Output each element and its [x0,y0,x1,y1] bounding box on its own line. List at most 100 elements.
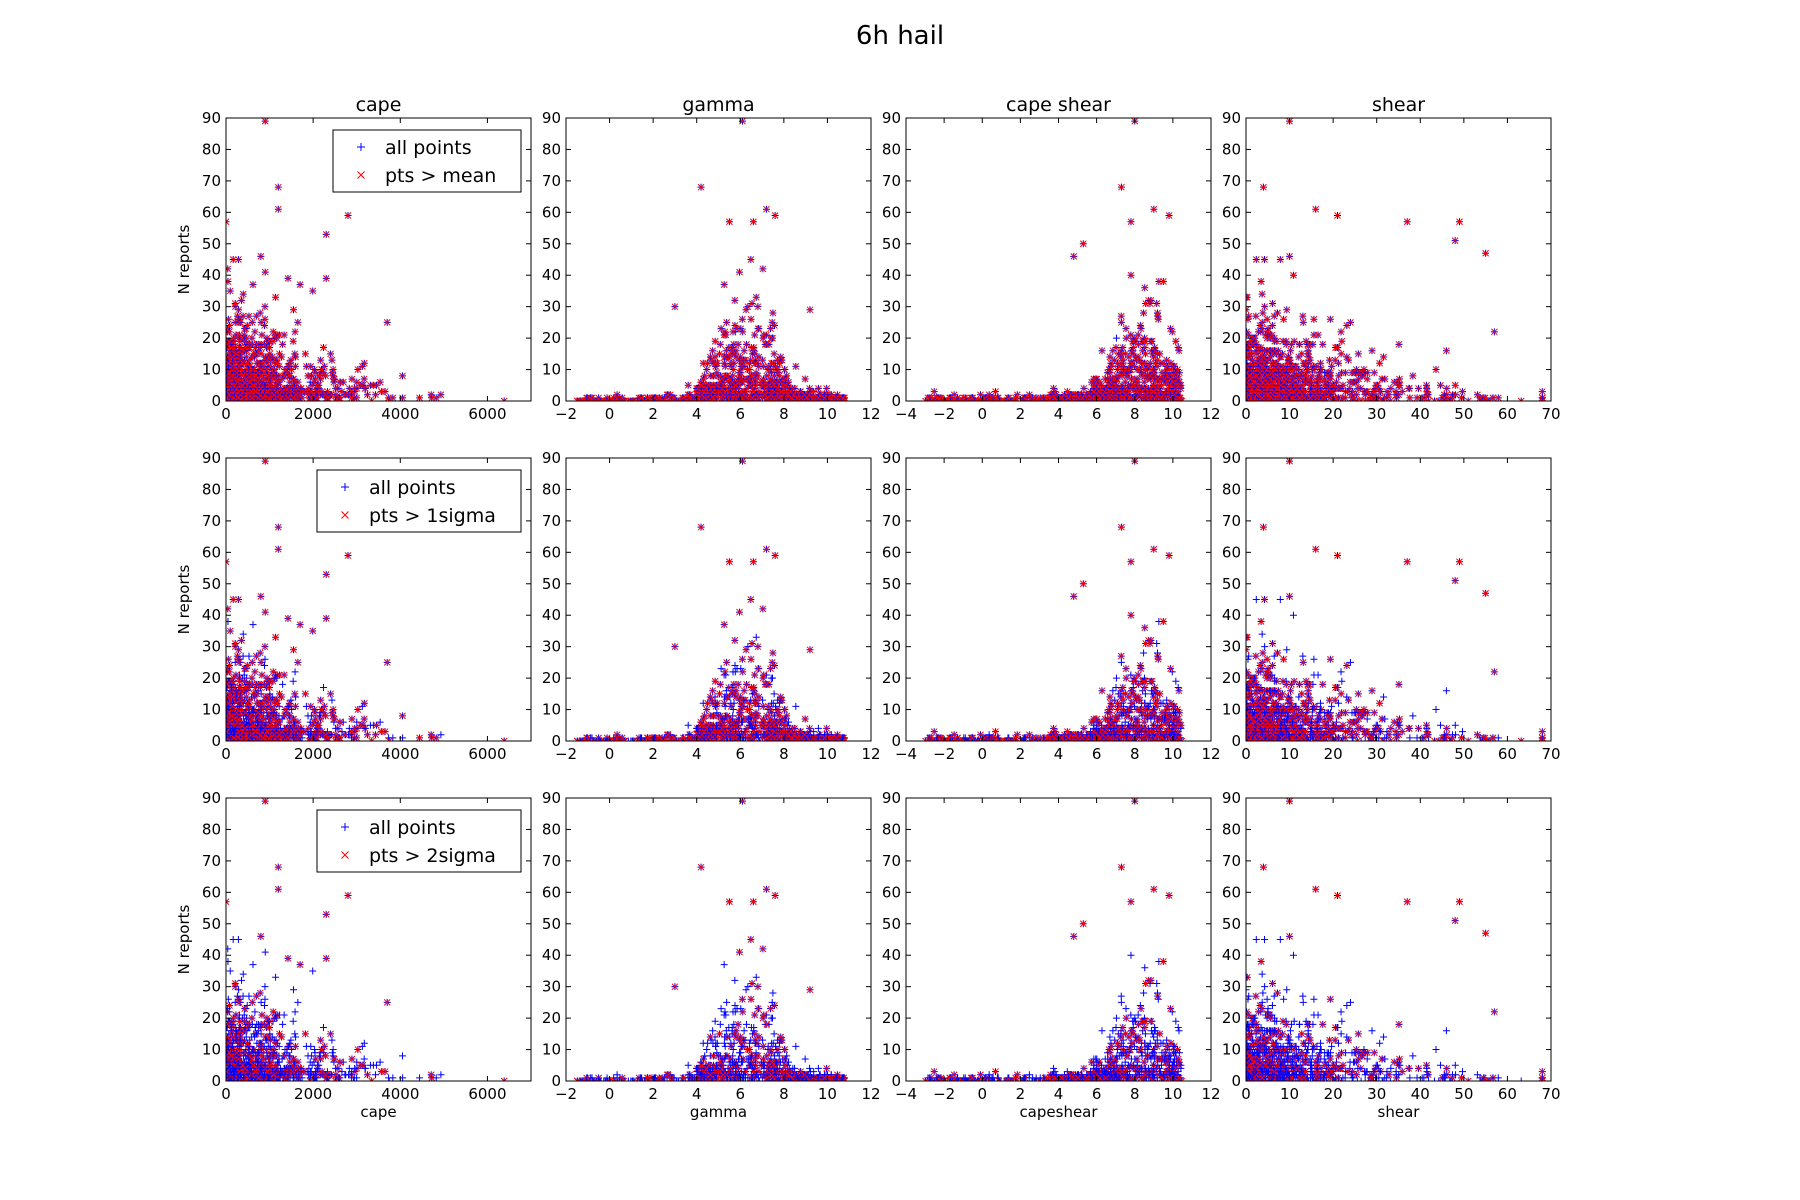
exceed-point [769,309,777,317]
y-tick-label: 40 [542,266,561,284]
exceed-point [383,319,391,326]
exceed-point [276,391,283,399]
exceed-point [263,344,270,351]
exceed-point [500,397,508,401]
all-point [621,397,629,401]
exceed-point [283,369,291,377]
scatter-points [573,118,848,401]
y-tick-label: 80 [542,140,561,158]
exceed-point [711,337,719,345]
exceed-point [249,281,257,289]
exceed-point [294,319,302,326]
exceed-point [251,328,259,336]
exceed-point [1036,394,1044,401]
exceed-point [782,375,790,383]
exceed-point [743,341,750,348]
exceed-point [310,397,318,401]
exceed-point [248,334,256,342]
y-tick-label: 60 [542,203,561,221]
exceed-point [291,328,299,336]
exceed-point [1080,385,1088,392]
y-tick-label: 20 [542,329,561,347]
exceed-point [350,397,357,401]
all-point [573,397,581,401]
exceed-point [807,397,814,401]
all-point [769,397,777,401]
all-point [663,397,671,401]
exceed-point [806,306,814,314]
exceed-point [313,388,321,395]
all-point [583,397,591,401]
all-point [734,397,742,401]
all-point [296,397,304,401]
exceed-point [290,394,298,401]
exceed-point [789,385,797,392]
exceed-point [253,312,260,320]
exceed-point [767,366,775,373]
exceed-point [793,394,801,401]
all-point [611,397,619,401]
figure-title: 6h hail [856,21,944,51]
exceed-point [1140,309,1147,317]
exceed-point [320,344,327,351]
exceed-point [248,319,256,326]
exceed-point [263,334,271,342]
exceed-point [416,394,423,401]
all-point [668,397,676,401]
exceed-point [274,183,282,191]
exceed-point [704,359,712,367]
all-point [576,397,584,401]
exceed-point [755,363,763,370]
exceed-point [226,278,232,285]
exceed-point [747,315,755,323]
exceed-point [377,388,385,395]
exceed-point [763,341,771,348]
exceed-point [577,397,584,401]
exceed-point [722,331,730,339]
exceed-point [236,356,244,364]
all-point [592,397,600,401]
exceed-point [592,397,600,401]
exceed-point [823,385,831,392]
exceed-point [728,347,736,355]
exceed-point [317,356,325,364]
all-point [306,397,314,401]
exceed-point [226,287,234,295]
exceed-point [1106,353,1114,361]
all-point [681,397,689,401]
exceed-point [814,394,822,401]
exceed-point [437,391,445,399]
all-point [790,397,798,401]
exceed-point [738,315,746,323]
exceed-point [738,375,745,383]
exceed-point [302,350,309,358]
exceed-point [270,391,278,399]
y-tick-label: 50 [542,235,561,253]
exceed-point [357,381,365,389]
exceed-point [261,268,269,276]
exceed-point [266,381,274,389]
exceed-point [351,385,359,392]
all-point [633,397,641,401]
exceed-point [296,281,304,289]
x-tick-label: 6 [736,405,746,423]
exceed-point [309,287,317,295]
exceed-point [644,394,652,401]
exceed-point [768,319,776,326]
x-tick-label: 4 [692,405,702,423]
all-point [1164,397,1172,401]
exceed-point [739,328,747,336]
exceed-point [348,375,356,383]
exceed-point [754,303,762,311]
exceed-point [618,394,626,401]
exceed-point [748,300,756,307]
exceed-point [268,353,276,361]
exceed-point [328,356,336,364]
x-tick-label: 12 [861,405,880,423]
exceed-point [729,366,737,373]
exceed-point [248,353,256,361]
all-point [589,397,597,401]
all-point [674,397,682,401]
